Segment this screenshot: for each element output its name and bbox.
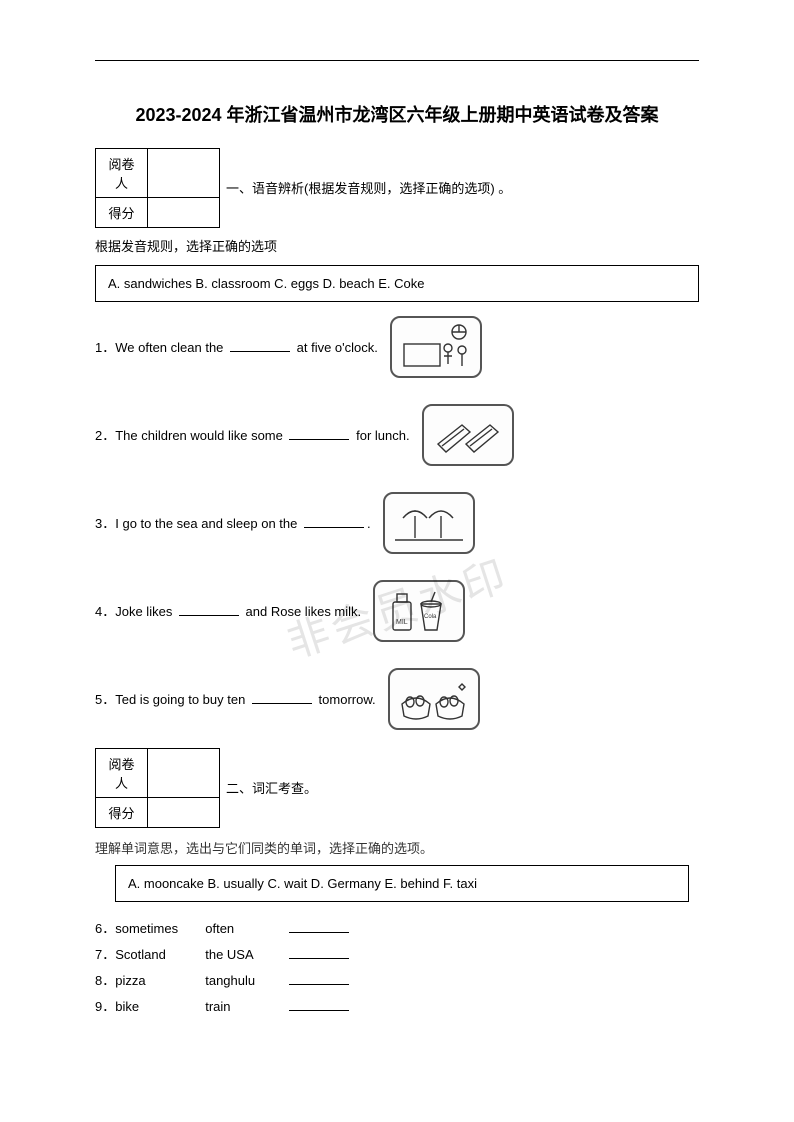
q-after: . bbox=[367, 516, 371, 531]
question-8: 8．pizzatanghulu bbox=[95, 968, 699, 994]
q-before: Ted is going to buy ten bbox=[115, 692, 249, 707]
score-reviewer-label: 阅卷人 bbox=[96, 748, 148, 797]
sandwiches-icon bbox=[422, 404, 514, 466]
question-9: 9．biketrain bbox=[95, 994, 699, 1020]
question-2: 2．The children would like some for lunch… bbox=[95, 404, 699, 466]
q-num: 2． bbox=[95, 428, 115, 443]
page-title: 2023-2024 年浙江省温州市龙湾区六年级上册期中英语试卷及答案 bbox=[95, 101, 699, 130]
beach-icon bbox=[383, 492, 475, 554]
q-num: 9． bbox=[95, 999, 115, 1014]
q-word2: train bbox=[205, 994, 275, 1020]
score-score-blank[interactable] bbox=[148, 797, 220, 827]
answer-blank[interactable] bbox=[289, 984, 349, 985]
answer-blank[interactable] bbox=[230, 351, 290, 352]
question-5: 5．Ted is going to buy ten tomorrow. bbox=[95, 668, 699, 730]
svg-text:MIL: MIL bbox=[396, 619, 408, 626]
answer-blank[interactable] bbox=[304, 527, 364, 528]
q-num: 4． bbox=[95, 604, 115, 619]
score-reviewer-label: 阅卷人 bbox=[96, 148, 148, 197]
q-after: and Rose likes milk. bbox=[242, 604, 361, 619]
score-table-2: 阅卷人 得分 bbox=[95, 748, 220, 828]
q-word1: Scotland bbox=[115, 942, 205, 968]
question-text: 4．Joke likes and Rose likes milk. bbox=[95, 601, 361, 620]
section2-questions: 6．sometimesoften 7．Scotlandthe USA 8．piz… bbox=[95, 916, 699, 1020]
q-after: for lunch. bbox=[352, 428, 409, 443]
q-num: 7． bbox=[95, 947, 115, 962]
score-reviewer-blank[interactable] bbox=[148, 748, 220, 797]
question-3: 3．I go to the sea and sleep on the . bbox=[95, 492, 699, 554]
q-before: The children would like some bbox=[115, 428, 286, 443]
section1-instruction: 根据发音规则，选择正确的选项 bbox=[95, 236, 699, 255]
section2-instruction: 理解单词意思，选出与它们同类的单词，选择正确的选项。 bbox=[95, 838, 699, 857]
score-score-blank[interactable] bbox=[148, 197, 220, 227]
section1-heading: 一、语音辨析(根据发音规则，选择正确的选项) 。 bbox=[226, 178, 511, 197]
q-num: 6． bbox=[95, 921, 115, 936]
section1-header-row: 阅卷人 得分 一、语音辨析(根据发音规则，选择正确的选项) 。 bbox=[95, 148, 699, 228]
q-before: Joke likes bbox=[115, 604, 176, 619]
q-before: We often clean the bbox=[115, 340, 227, 355]
question-text: 1．We often clean the at five o'clock. bbox=[95, 337, 378, 356]
q-word2: tanghulu bbox=[205, 968, 275, 994]
question-1: 1．We often clean the at five o'clock. bbox=[95, 316, 699, 378]
score-score-label: 得分 bbox=[96, 197, 148, 227]
q-before: I go to the sea and sleep on the bbox=[115, 516, 301, 531]
q-num: 1． bbox=[95, 340, 115, 355]
header-divider bbox=[95, 60, 699, 61]
answer-blank[interactable] bbox=[289, 439, 349, 440]
svg-text:Cola: Cola bbox=[424, 614, 437, 620]
score-reviewer-blank[interactable] bbox=[148, 148, 220, 197]
answer-blank[interactable] bbox=[289, 958, 349, 959]
q-after: at five o'clock. bbox=[293, 340, 378, 355]
question-7: 7．Scotlandthe USA bbox=[95, 942, 699, 968]
question-text: 3．I go to the sea and sleep on the . bbox=[95, 513, 371, 532]
drinks-icon: MIL Cola bbox=[373, 580, 465, 642]
question-4: 4．Joke likes and Rose likes milk. MIL Col… bbox=[95, 580, 699, 642]
section2-heading: 二、词汇考查。 bbox=[226, 778, 317, 797]
q-word1: bike bbox=[115, 994, 205, 1020]
q-word2: often bbox=[205, 916, 275, 942]
score-table-1: 阅卷人 得分 bbox=[95, 148, 220, 228]
answer-blank[interactable] bbox=[179, 615, 239, 616]
q-word1: pizza bbox=[115, 968, 205, 994]
answer-blank[interactable] bbox=[289, 1010, 349, 1011]
eggs-icon bbox=[388, 668, 480, 730]
classroom-icon bbox=[390, 316, 482, 378]
question-6: 6．sometimesoften bbox=[95, 916, 699, 942]
q-after: tomorrow. bbox=[315, 692, 376, 707]
question-text: 2．The children would like some for lunch… bbox=[95, 425, 410, 444]
section2-header-row: 阅卷人 得分 二、词汇考查。 bbox=[95, 748, 699, 828]
answer-blank[interactable] bbox=[289, 932, 349, 933]
q-num: 5． bbox=[95, 692, 115, 707]
section1-options-box: A. sandwiches B. classroom C. eggs D. be… bbox=[95, 265, 699, 302]
q-word1: sometimes bbox=[115, 916, 205, 942]
section2-options-box: A. mooncake B. usually C. wait D. German… bbox=[115, 865, 689, 902]
q-num: 3． bbox=[95, 516, 115, 531]
score-score-label: 得分 bbox=[96, 797, 148, 827]
question-text: 5．Ted is going to buy ten tomorrow. bbox=[95, 689, 376, 708]
q-num: 8． bbox=[95, 973, 115, 988]
q-word2: the USA bbox=[205, 942, 275, 968]
answer-blank[interactable] bbox=[252, 703, 312, 704]
